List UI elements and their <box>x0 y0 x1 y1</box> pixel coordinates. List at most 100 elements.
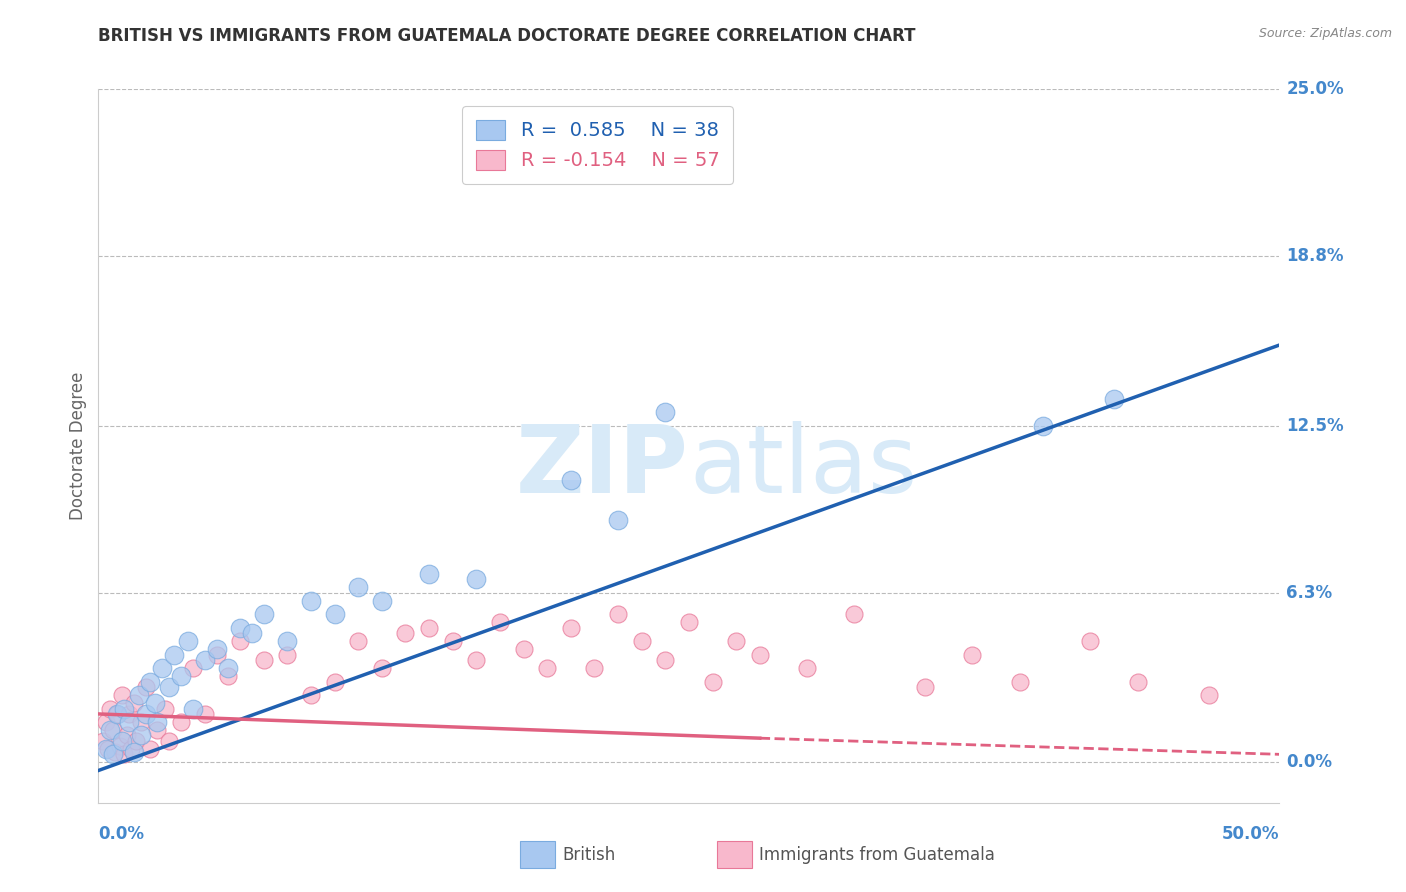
Point <box>1032 418 1054 433</box>
Point <box>1102 392 1125 406</box>
Point <box>276 648 298 662</box>
Point <box>115 729 138 743</box>
Point <box>796 661 818 675</box>
Point <box>1126 674 1149 689</box>
Point <box>105 706 128 721</box>
Point <box>101 747 124 762</box>
Point <box>418 566 440 581</box>
Point <box>98 723 121 737</box>
Point <box>654 653 676 667</box>
Point <box>194 653 217 667</box>
Text: 50.0%: 50.0% <box>1222 825 1279 843</box>
Y-axis label: Doctorate Degree: Doctorate Degree <box>69 372 87 520</box>
Point <box>205 648 228 662</box>
Point <box>108 739 131 754</box>
Point <box>725 634 748 648</box>
Point <box>157 734 180 748</box>
Point <box>111 734 134 748</box>
Point <box>153 701 176 715</box>
Point <box>607 607 630 622</box>
Point <box>217 661 239 675</box>
Point <box>702 674 724 689</box>
Point <box>560 621 582 635</box>
Point <box>276 634 298 648</box>
Text: atlas: atlas <box>689 421 917 514</box>
Point <box>205 642 228 657</box>
Text: Source: ZipAtlas.com: Source: ZipAtlas.com <box>1258 27 1392 40</box>
Point <box>253 653 276 667</box>
Point <box>678 615 700 630</box>
Point <box>122 745 145 759</box>
Point <box>128 688 150 702</box>
Point <box>347 580 370 594</box>
Point <box>94 714 117 729</box>
Point <box>371 661 394 675</box>
Point <box>97 742 120 756</box>
Text: 0.0%: 0.0% <box>1286 754 1333 772</box>
Point <box>101 723 124 737</box>
Point <box>1080 634 1102 648</box>
Text: ZIP: ZIP <box>516 421 689 514</box>
Point <box>654 405 676 419</box>
Point <box>170 669 193 683</box>
Point <box>129 714 152 729</box>
Point <box>135 706 157 721</box>
Point <box>112 701 135 715</box>
Point <box>146 723 169 737</box>
Text: 25.0%: 25.0% <box>1286 80 1344 98</box>
Point <box>194 706 217 721</box>
Point <box>177 634 200 648</box>
Point <box>91 734 114 748</box>
Point <box>323 674 346 689</box>
Point <box>748 648 770 662</box>
Point <box>323 607 346 622</box>
Point <box>157 680 180 694</box>
Point <box>962 648 984 662</box>
Point <box>105 706 128 721</box>
Point <box>441 634 464 648</box>
Point <box>139 674 162 689</box>
Point <box>1198 688 1220 702</box>
Point <box>94 742 117 756</box>
Point <box>489 615 512 630</box>
Point <box>98 701 121 715</box>
Point <box>371 594 394 608</box>
Point <box>104 745 127 759</box>
Point <box>229 634 252 648</box>
Text: 18.8%: 18.8% <box>1286 247 1344 265</box>
Point <box>139 742 162 756</box>
Point <box>607 513 630 527</box>
Text: 0.0%: 0.0% <box>98 825 145 843</box>
Text: BRITISH VS IMMIGRANTS FROM GUATEMALA DOCTORATE DEGREE CORRELATION CHART: BRITISH VS IMMIGRANTS FROM GUATEMALA DOC… <box>98 27 915 45</box>
Legend: R =  0.585    N = 38, R = -0.154    N = 57: R = 0.585 N = 38, R = -0.154 N = 57 <box>463 106 733 184</box>
Text: Immigrants from Guatemala: Immigrants from Guatemala <box>759 846 995 863</box>
Point <box>150 661 173 675</box>
Point <box>121 742 143 756</box>
Point <box>240 626 263 640</box>
Text: 12.5%: 12.5% <box>1286 417 1344 434</box>
Point <box>129 729 152 743</box>
Text: British: British <box>562 846 616 863</box>
Point <box>112 747 135 762</box>
Point <box>347 634 370 648</box>
Point <box>170 714 193 729</box>
Point <box>229 621 252 635</box>
Point <box>465 653 488 667</box>
Point <box>394 626 416 640</box>
Point <box>253 607 276 622</box>
Point <box>118 714 141 729</box>
Point <box>583 661 606 675</box>
Point <box>418 621 440 635</box>
Point <box>118 706 141 721</box>
Point <box>181 701 204 715</box>
Point <box>125 734 148 748</box>
Text: 6.3%: 6.3% <box>1286 583 1333 602</box>
Point <box>1008 674 1031 689</box>
Point <box>914 680 936 694</box>
Point <box>143 696 166 710</box>
Point <box>512 642 534 657</box>
Point <box>630 634 652 648</box>
Point <box>122 696 145 710</box>
Point <box>163 648 186 662</box>
Point <box>844 607 866 622</box>
